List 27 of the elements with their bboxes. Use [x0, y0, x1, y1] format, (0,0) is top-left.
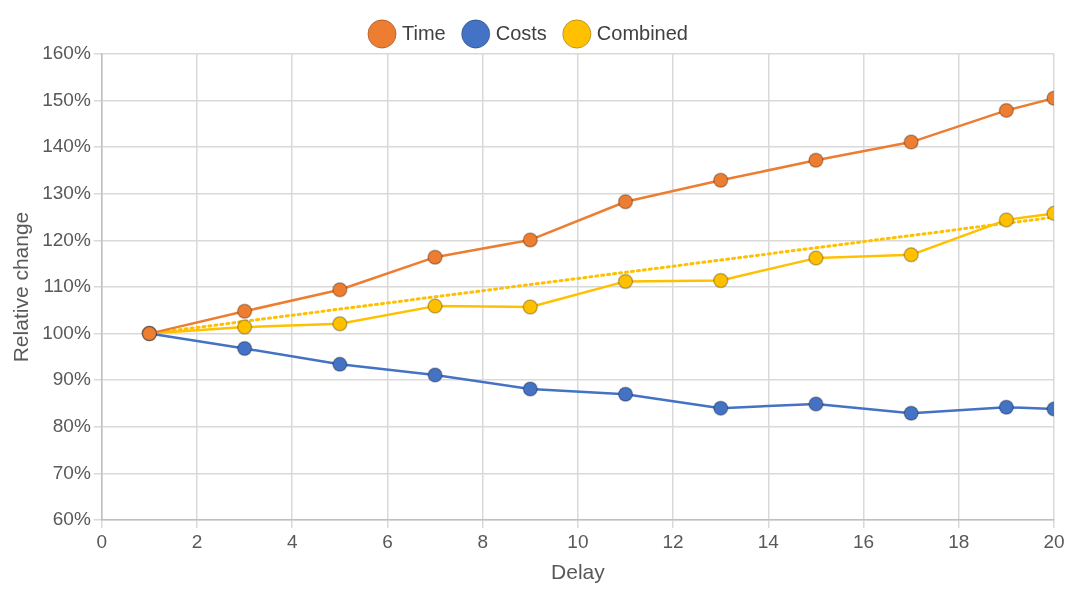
y-axis-title: Relative change [9, 211, 33, 363]
x-tick-label: 14 [757, 530, 780, 552]
x-tick-label: 4 [286, 530, 298, 552]
x-axis-title: Delay [551, 560, 606, 584]
y-tick-label: 90% [52, 368, 91, 390]
y-tick-label: 150% [42, 88, 91, 110]
x-tick-label: 16 [852, 530, 875, 552]
x-tick-label: 20 [1043, 530, 1065, 552]
y-tick-label: 120% [42, 228, 91, 250]
x-tick-label: 18 [948, 530, 970, 552]
legend-label: Combined [596, 21, 688, 44]
x-tick-label: 6 [382, 530, 393, 552]
y-tick-label: 130% [42, 182, 91, 204]
y-tick-label: 70% [52, 461, 91, 483]
x-tick-label: 10 [567, 530, 589, 552]
y-tick-label: 80% [52, 415, 91, 437]
x-tick-label: 0 [96, 530, 108, 552]
legend-label: Costs [495, 21, 547, 44]
y-tick-label: 60% [52, 508, 91, 530]
y-tick-label: 140% [42, 135, 91, 157]
y-tick-label: 110% [43, 275, 91, 297]
x-tick-label: 12 [662, 530, 684, 552]
y-tick-label: 160% [42, 42, 91, 64]
x-tick-label: 2 [191, 530, 203, 552]
y-tick-label: 100% [42, 321, 91, 343]
x-tick-label: 8 [477, 530, 488, 552]
legend-label: Time [402, 21, 446, 44]
